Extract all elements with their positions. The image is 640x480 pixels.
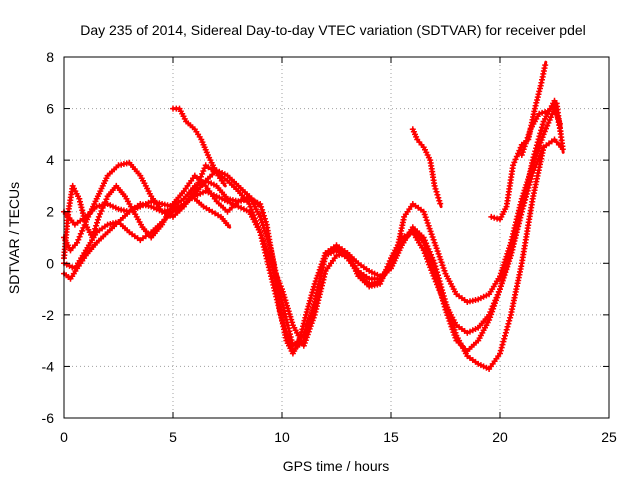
plus-markers (170, 105, 227, 187)
y-tick-label: 2 (46, 204, 54, 220)
y-tick-label: 4 (46, 152, 54, 168)
y-axis-label: SDTVAR / TECUs (6, 182, 22, 294)
x-tick-label: 0 (60, 429, 68, 445)
y-tick-label: 0 (46, 255, 54, 271)
axis-ticks (63, 56, 610, 419)
series-track-7 (409, 126, 444, 209)
plot-frame (63, 56, 610, 419)
series-track-9 (518, 100, 566, 158)
series-markers (170, 105, 227, 187)
plus-markers (409, 126, 444, 207)
x-tick-labels: 0 5 10 15 20 25 (60, 429, 617, 445)
series-track-6 (170, 105, 227, 188)
plus-markers (191, 195, 231, 229)
x-tick-label: 5 (169, 429, 177, 445)
series-track-8 (488, 60, 549, 223)
y-tick-label: -6 (42, 410, 55, 426)
y-tick-label: 6 (46, 101, 54, 117)
x-tick-label: 20 (492, 429, 508, 445)
series-markers (191, 195, 231, 229)
series-track-10 (191, 195, 232, 229)
x-tick-label: 25 (601, 429, 617, 445)
x-axis-label: GPS time / hours (283, 458, 390, 474)
grid-lines (64, 57, 609, 418)
y-tick-label: -4 (42, 358, 55, 374)
y-tick-labels: -6 -4 -2 0 2 4 6 8 (42, 49, 55, 426)
y-tick-label: -2 (42, 307, 55, 323)
chart-title: Day 235 of 2014, Sidereal Day-to-day VTE… (80, 22, 586, 38)
x-tick-label: 15 (383, 429, 399, 445)
plot-area (61, 60, 566, 372)
series-markers (518, 100, 566, 158)
y-tick-label: 8 (46, 49, 54, 65)
plus-markers (518, 100, 566, 158)
series-markers (409, 126, 444, 207)
x-tick-label: 10 (274, 429, 290, 445)
